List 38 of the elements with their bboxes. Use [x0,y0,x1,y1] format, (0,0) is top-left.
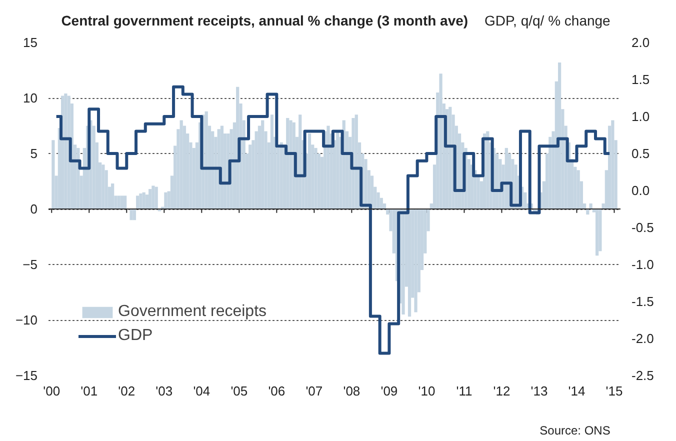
source-note: Source: ONS [540,424,610,438]
y2-tick-label: -2.0 [632,331,654,346]
x-tick-label: '11 [456,384,472,398]
y2-axis-title: GDP, q/q/ % change [484,12,611,28]
y-tick-label: 0 [30,202,38,216]
x-tick-label: '13 [530,384,548,398]
x-tick-label: '03 [156,384,173,398]
x-tick-label: '07 [306,384,323,398]
y-tick-label: −5 [22,257,38,272]
y2-tick-label: 0.5 [632,146,650,161]
y2-tick-label: 0.0 [632,183,650,198]
legend-label: GDP [118,327,153,345]
chart-title: Central government receipts, annual % change (3 month ave) [61,12,468,28]
y2-tick-label: 1.0 [632,109,650,124]
x-tick-label: '15 [606,384,623,398]
y-tick-label: −10 [15,312,38,328]
y2-tick-label: -0.5 [632,220,654,235]
x-tick-label: '12 [493,384,510,398]
y2-tick-label: 2.0 [632,35,650,50]
y2-tick-label: 1.5 [632,72,650,87]
x-tick-label: '10 [418,384,436,398]
x-tick-label: '14 [568,384,586,398]
x-tick-label: '08 [343,384,360,398]
x-tick-label: '02 [118,384,136,398]
y-tick-label: 5 [30,146,38,161]
y2-tick-label: -1.5 [632,294,654,309]
y-tick-label: −15 [15,368,38,383]
x-tick-label: '09 [380,384,398,398]
legend-label: Government receipts [118,303,267,321]
y-tick-label: 15 [23,35,38,50]
y-tick-label: 10 [23,90,38,106]
x-tick-label: '04 [193,384,210,398]
x-tick-label: '01 [80,384,98,398]
x-tick-label: '00 [43,384,60,398]
y2-tick-label: -1.0 [632,257,654,272]
y2-tick-label: -2.5 [632,368,654,383]
x-tick-label: '05 [230,384,248,398]
x-tick-label: '06 [268,384,286,398]
